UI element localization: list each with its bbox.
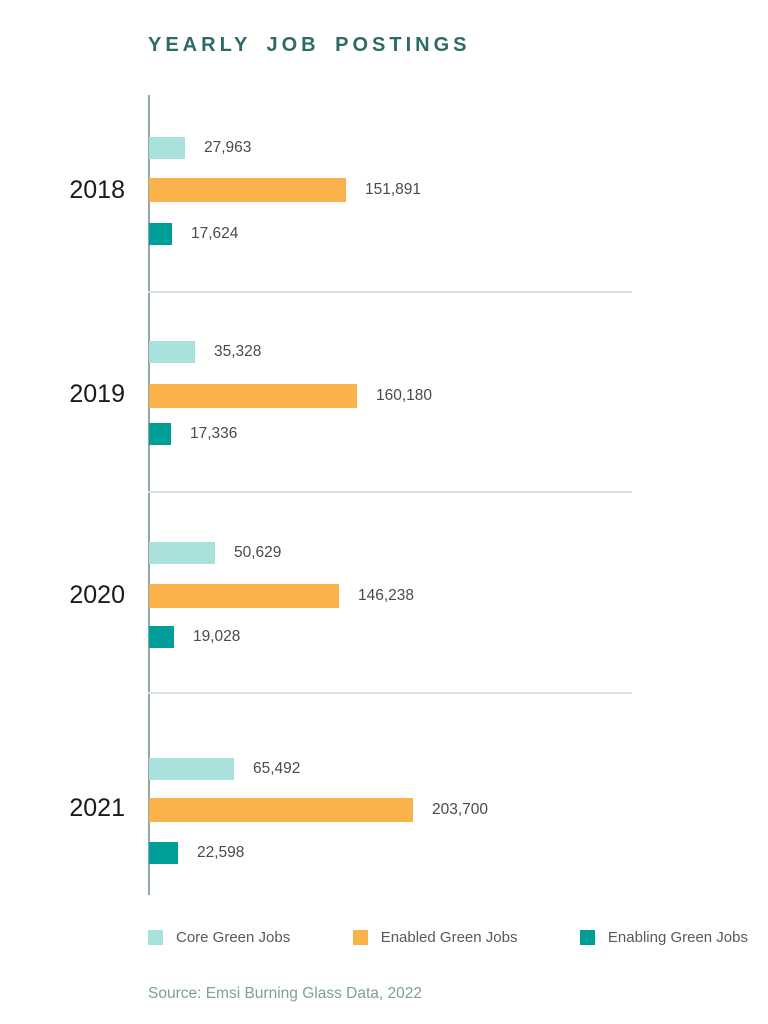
bar-2021-core-green-jobs bbox=[149, 758, 234, 780]
bar-value-label: 146,238 bbox=[358, 587, 415, 604]
bar-2019-enabling-green-jobs bbox=[149, 423, 171, 445]
bar-value-label: 22,598 bbox=[197, 844, 245, 861]
source-note: Source: Emsi Burning Glass Data, 2022 bbox=[148, 985, 422, 1002]
legend-item-enabling-green-jobs: Enabling Green Jobs bbox=[579, 929, 748, 946]
bar-2020-enabling-green-jobs bbox=[149, 626, 174, 648]
bar-2020-core-green-jobs bbox=[149, 542, 215, 564]
bar-value-label: 17,336 bbox=[190, 425, 238, 442]
bar-2021-enabled-green-jobs bbox=[149, 798, 413, 822]
bar-value-label: 27,963 bbox=[204, 139, 252, 156]
group-separator-line bbox=[148, 291, 632, 293]
bar-2021-enabling-green-jobs bbox=[149, 842, 178, 864]
legend-item-enabled-green-jobs: Enabled Green Jobs bbox=[352, 929, 518, 946]
bar-value-label: 65,492 bbox=[253, 760, 301, 777]
bar-2018-core-green-jobs bbox=[149, 137, 185, 159]
legend-item-core-green-jobs: Core Green Jobs bbox=[148, 929, 290, 946]
year-label-2019: 2019 bbox=[69, 380, 125, 408]
y-axis-line bbox=[148, 95, 150, 895]
legend-label: Enabling Green Jobs bbox=[607, 929, 748, 946]
legend-swatch-core-green-jobs bbox=[148, 930, 163, 945]
year-label-2020: 2020 bbox=[69, 581, 125, 609]
group-separator-line bbox=[148, 491, 632, 493]
legend-swatch-enabling-green-jobs bbox=[579, 930, 595, 945]
bar-value-label: 160,180 bbox=[376, 387, 433, 404]
bar-value-label: 203,700 bbox=[432, 801, 489, 818]
bar-value-label: 151,891 bbox=[365, 181, 422, 198]
bar-2018-enabling-green-jobs bbox=[149, 223, 172, 245]
legend-label: Core Green Jobs bbox=[176, 929, 291, 946]
legend-label: Enabled Green Jobs bbox=[380, 929, 518, 946]
year-label-2018: 2018 bbox=[69, 176, 125, 204]
year-label-2021: 2021 bbox=[69, 794, 125, 822]
bar-2019-core-green-jobs bbox=[149, 341, 195, 363]
bar-value-label: 17,624 bbox=[191, 225, 239, 242]
legend: Core Green Jobs Enabled Green Jobs Enabl… bbox=[148, 929, 748, 946]
group-separator-line bbox=[148, 692, 632, 694]
bar-2019-enabled-green-jobs bbox=[149, 384, 357, 408]
legend-swatch-enabled-green-jobs bbox=[352, 930, 368, 945]
bar-value-label: 19,028 bbox=[193, 628, 241, 645]
bar-2018-enabled-green-jobs bbox=[149, 178, 346, 202]
bar-value-label: 35,328 bbox=[214, 343, 262, 360]
bar-value-label: 50,629 bbox=[234, 544, 282, 561]
chart-title: YEARLY JOB POSTINGS bbox=[148, 34, 471, 56]
bar-2020-enabled-green-jobs bbox=[149, 584, 339, 608]
